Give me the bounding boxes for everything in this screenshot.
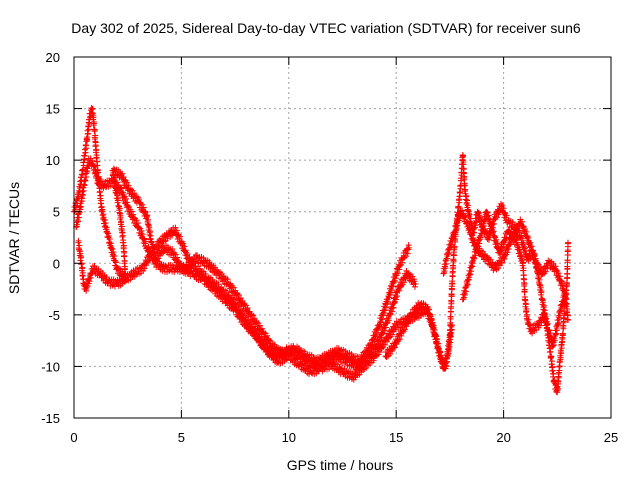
data-point: [112, 259, 119, 266]
x-tick-label: 5: [178, 430, 185, 445]
data-point: [89, 105, 96, 112]
y-tick-label: -15: [41, 411, 60, 426]
data-point: [102, 220, 109, 227]
data-point: [97, 192, 104, 199]
data-point: [84, 130, 91, 137]
data-point: [180, 240, 187, 247]
x-tick-label: 0: [70, 430, 77, 445]
x-tick-label: 10: [282, 430, 296, 445]
chart-title: Day 302 of 2025, Sidereal Day-to-day VTE…: [71, 20, 581, 36]
y-tick-label: 5: [53, 205, 60, 220]
data-point: [109, 246, 116, 253]
data-point: [93, 152, 100, 159]
x-tick-label: 20: [496, 430, 510, 445]
data-point: [181, 243, 188, 250]
data-point: [99, 206, 106, 213]
x-tick-label: 25: [604, 430, 618, 445]
data-point: [91, 119, 98, 126]
data-point: [110, 249, 117, 256]
data-point: [106, 236, 113, 243]
data-point: [93, 146, 100, 153]
y-tick-label: 0: [53, 256, 60, 271]
data-point: [230, 296, 237, 303]
data-point: [98, 197, 105, 204]
y-axis-label: SDTVAR / TECUs: [6, 182, 22, 294]
y-tick-label: -10: [41, 359, 60, 374]
data-point: [373, 330, 380, 337]
data-point: [85, 126, 92, 133]
y-tick-label: 10: [46, 153, 60, 168]
data-series: [71, 105, 572, 396]
data-point: [82, 149, 89, 156]
data-point: [83, 145, 90, 152]
data-point: [98, 203, 105, 210]
data-point: [141, 265, 148, 272]
x-axis-label: GPS time / hours: [287, 457, 394, 473]
data-point: [101, 216, 108, 223]
y-tick-label: 20: [46, 50, 60, 65]
data-point: [177, 233, 184, 240]
y-tick-label: 15: [46, 102, 60, 117]
data-point: [91, 126, 98, 133]
data-point: [105, 232, 112, 239]
data-point: [172, 224, 179, 231]
data-point: [215, 281, 222, 288]
data-point: [90, 114, 97, 121]
x-tick-label: 15: [389, 430, 403, 445]
data-point: [80, 167, 87, 174]
data-point: [379, 316, 386, 323]
data-point: [175, 232, 182, 239]
y-tick-label: -5: [48, 308, 60, 323]
data-point: [92, 132, 99, 139]
